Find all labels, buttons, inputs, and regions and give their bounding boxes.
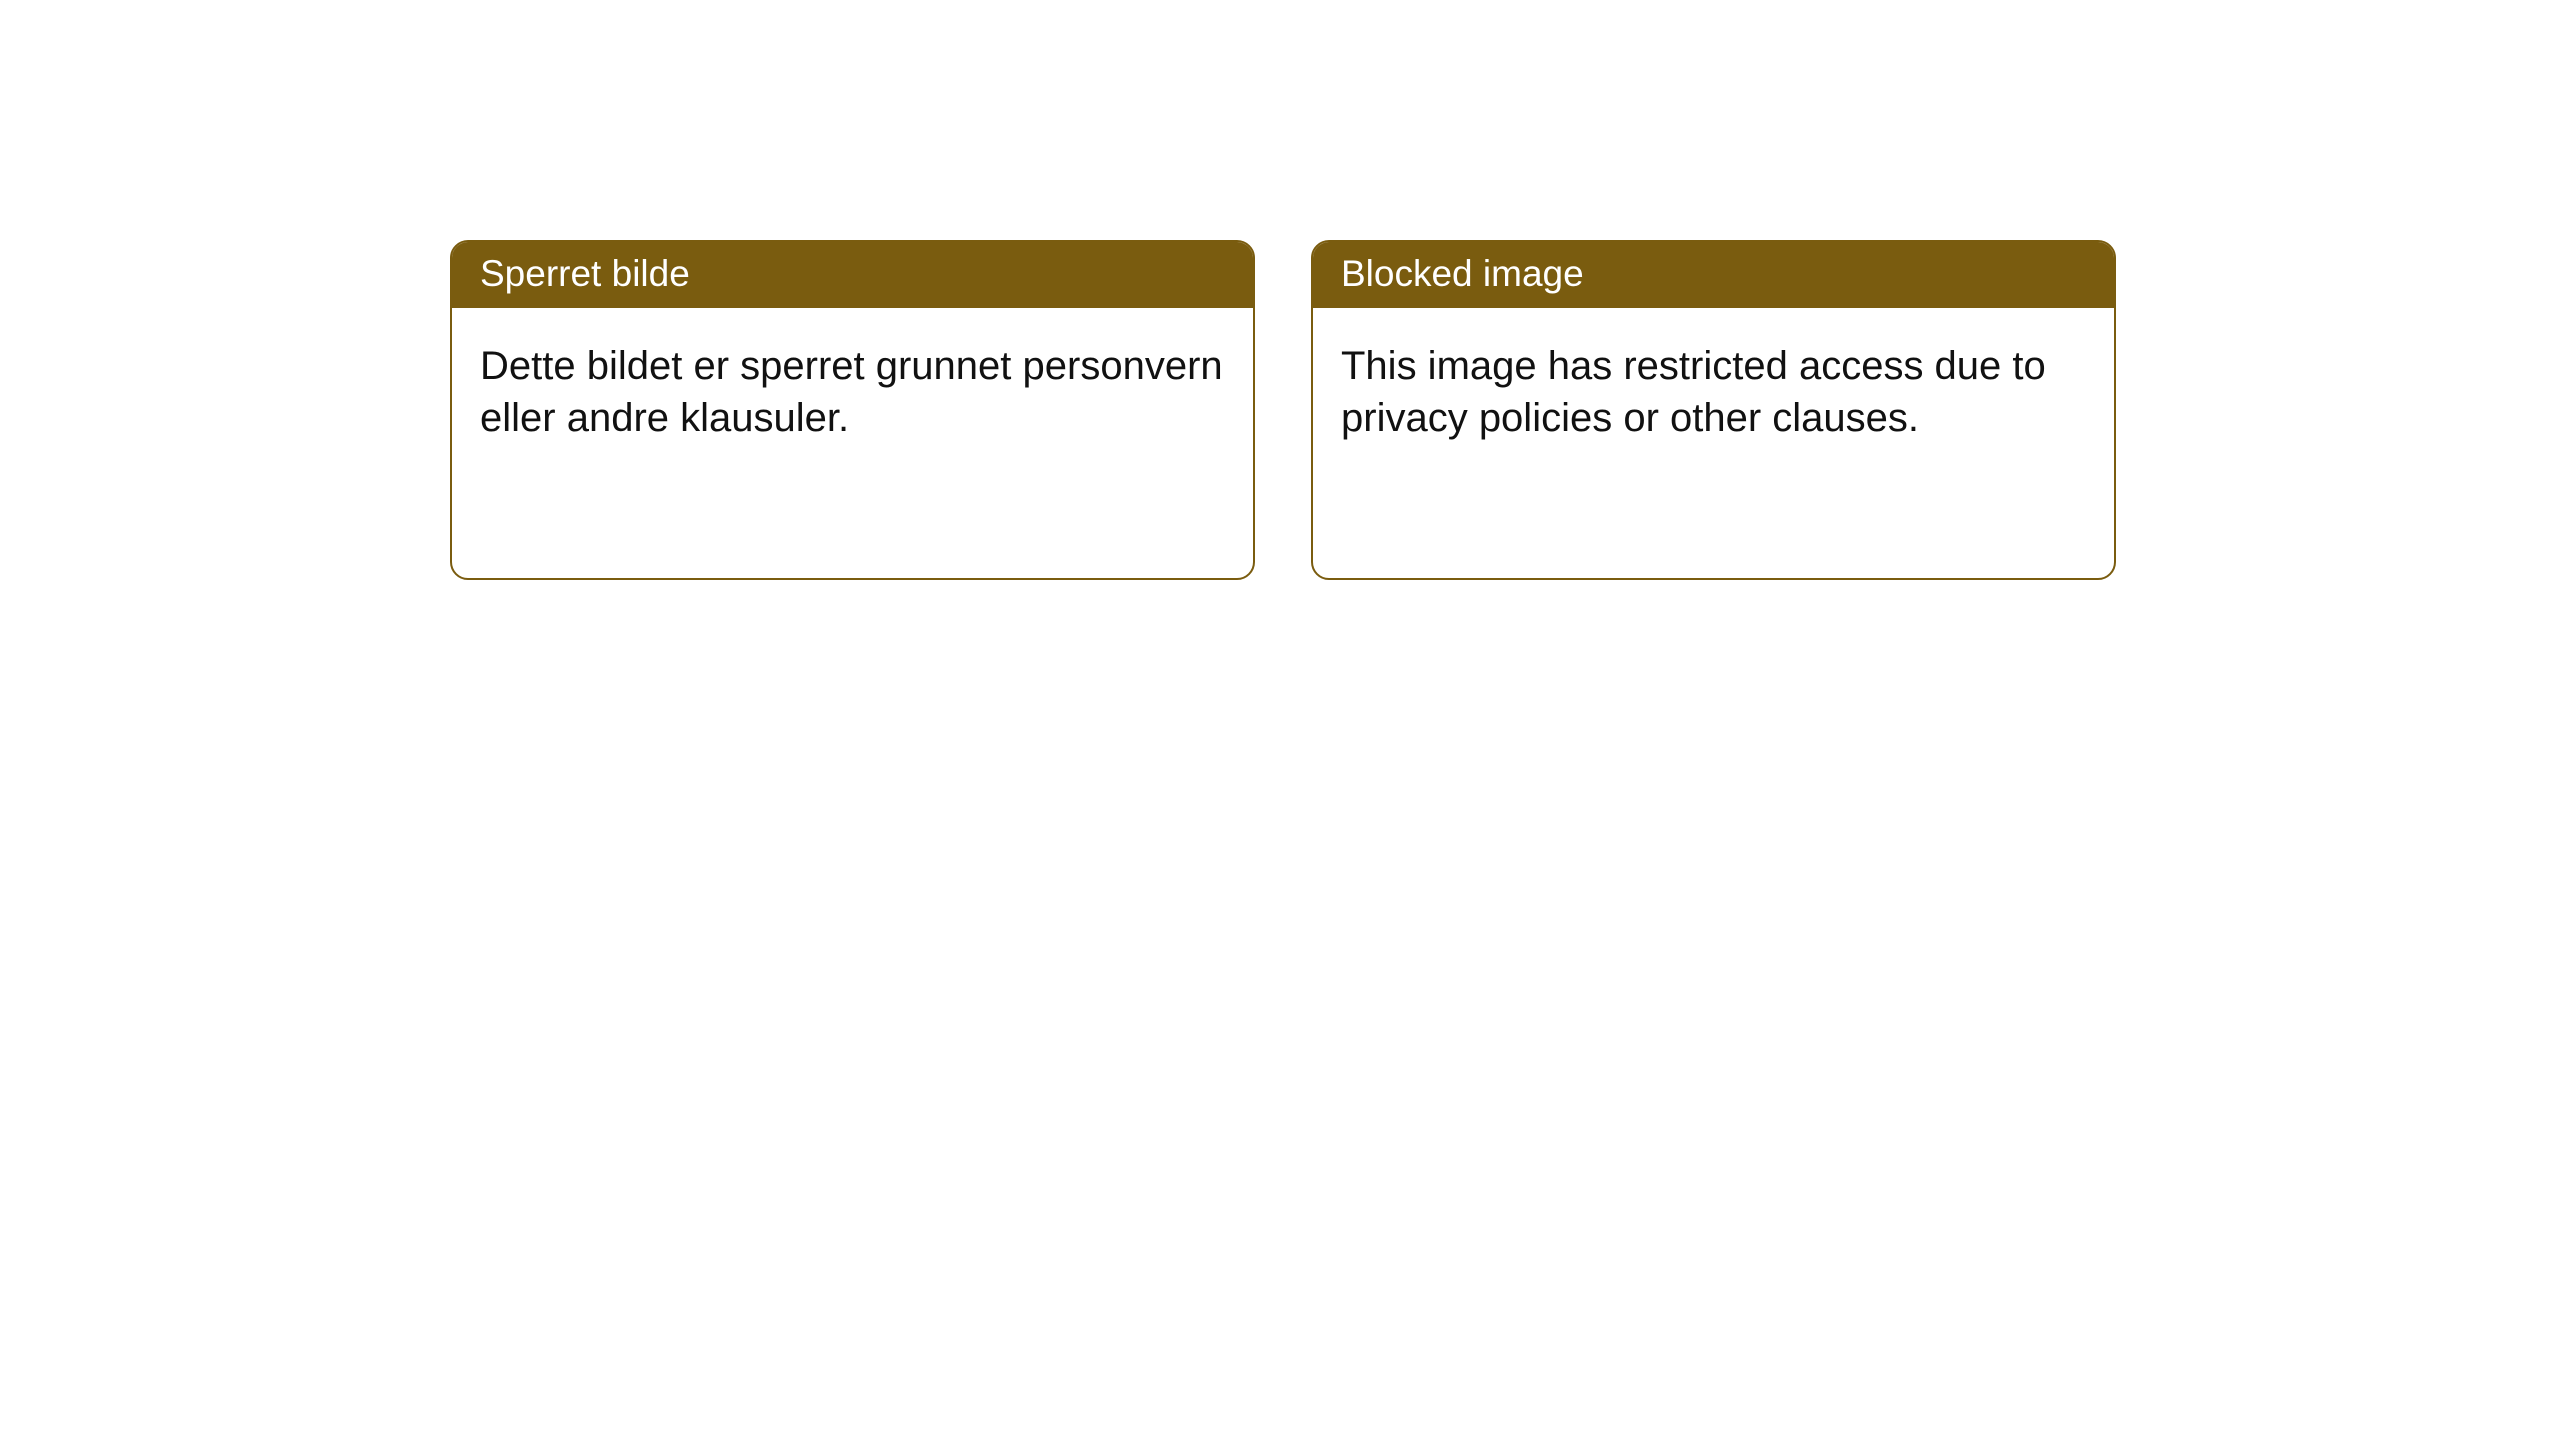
card-title-no: Sperret bilde — [452, 242, 1253, 308]
card-body-no: Dette bildet er sperret grunnet personve… — [452, 308, 1253, 476]
cards-container: Sperret bilde Dette bildet er sperret gr… — [0, 0, 2560, 580]
card-body-en: This image has restricted access due to … — [1313, 308, 2114, 476]
card-title-en: Blocked image — [1313, 242, 2114, 308]
blocked-image-card-en: Blocked image This image has restricted … — [1311, 240, 2116, 580]
blocked-image-card-no: Sperret bilde Dette bildet er sperret gr… — [450, 240, 1255, 580]
